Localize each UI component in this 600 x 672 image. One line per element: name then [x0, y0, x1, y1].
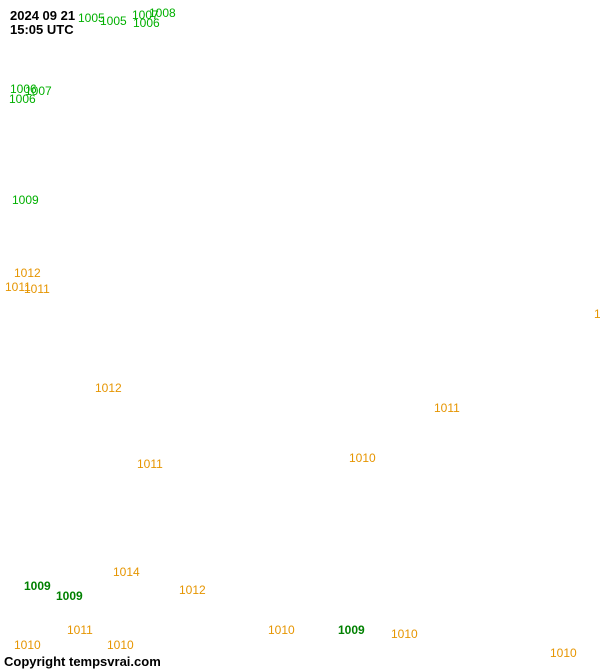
pressure-reading: 1012: [179, 583, 206, 597]
copyright-label: Copyright tempsvrai.com: [4, 654, 161, 669]
pressure-reading: 1012: [95, 381, 122, 395]
pressure-reading: 1: [594, 307, 600, 321]
pressure-reading: 1005: [100, 14, 127, 28]
pressure-reading: 1008: [149, 6, 176, 20]
pressure-reading: 1009: [338, 623, 365, 637]
pressure-reading: 1010: [550, 646, 577, 660]
pressure-reading: 1010: [349, 451, 376, 465]
pressure-reading: 1006: [9, 92, 36, 106]
pressure-reading: 1010: [391, 627, 418, 641]
pressure-reading: 1011: [24, 282, 50, 296]
pressure-reading: 1009: [12, 193, 39, 207]
pressure-reading: 1010: [107, 638, 134, 652]
pressure-reading: 1012: [14, 266, 41, 280]
pressure-reading: 1010: [14, 638, 41, 652]
time-label: 15:05 UTC: [10, 22, 74, 37]
pressure-reading: 1011: [137, 457, 163, 471]
pressure-reading: 1009: [24, 579, 51, 593]
pressure-reading: 1009: [56, 589, 83, 603]
pressure-reading: 1011: [67, 623, 93, 637]
pressure-reading: 1011: [434, 401, 460, 415]
pressure-reading: 1014: [113, 565, 140, 579]
pressure-reading: 1010: [268, 623, 295, 637]
date-label: 2024 09 21: [10, 8, 75, 23]
